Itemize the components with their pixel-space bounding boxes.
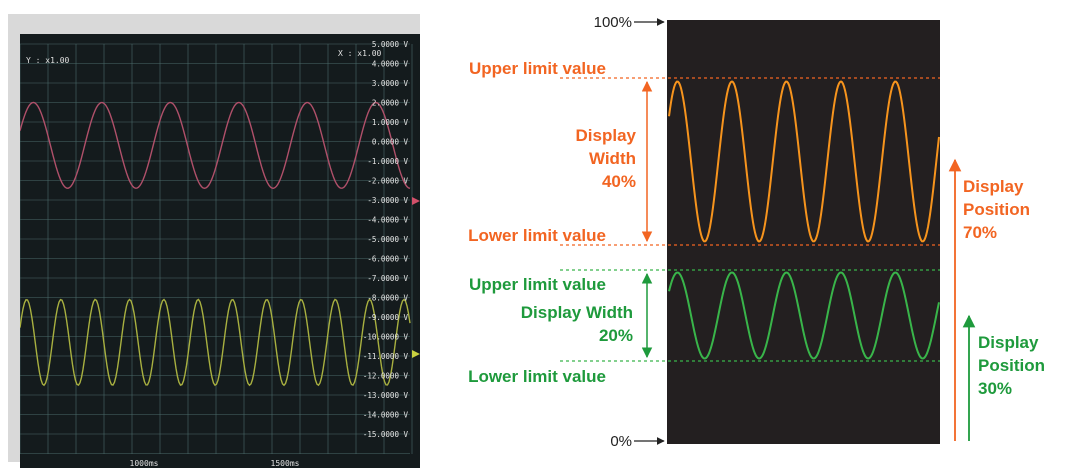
voltage-tick-label: -8.0000 V <box>367 294 408 303</box>
orange-upper-limit-label: Upper limit value <box>469 59 606 78</box>
voltage-tick-label: -14.0000 V <box>363 411 409 420</box>
green-lower-limit-label: Lower limit value <box>468 367 606 386</box>
voltage-tick-label: 3.0000 V <box>372 79 409 88</box>
voltage-tick-label: -5.0000 V <box>367 235 408 244</box>
green-width-label-line1: Display Width <box>521 303 633 322</box>
voltage-tick-label: -2.0000 V <box>367 177 408 186</box>
voltage-tick-label: 0.0000 V <box>372 138 409 147</box>
voltage-tick-label: -3.0000 V <box>367 196 408 205</box>
oscilloscope-display: 5.0000 V 4.0000 V 3.0000 V 2.0000 V 1.0000 V… <box>20 34 420 468</box>
display-area <box>667 20 940 444</box>
voltage-tick-label: 4.0000 V <box>372 60 409 69</box>
oscilloscope-screenshot: 5.0000 V 4.0000 V 3.0000 V 2.0000 V 1.0000 V… <box>8 14 420 468</box>
voltage-axis-labels: 5.0000 V 4.0000 V 3.0000 V 2.0000 V 1.0000 V… <box>363 40 409 439</box>
orange-position-label-value: 70% <box>963 223 997 242</box>
orange-lower-limit-label: Lower limit value <box>468 226 606 245</box>
time-label-1000ms: 1000ms <box>130 459 159 468</box>
channel-1-marker-icon <box>412 197 420 205</box>
green-position-label-line1: Display <box>978 333 1039 352</box>
voltage-tick-label: -15.0000 V <box>363 430 409 439</box>
voltage-tick-label: 5.0000 V <box>372 40 409 49</box>
top-percent-label: 100% <box>594 14 632 31</box>
voltage-tick-label: -1.0000 V <box>367 157 408 166</box>
orange-waveform <box>668 80 940 243</box>
orange-width-label-line1: Display <box>576 126 637 145</box>
y-scale-label: Y : x1.00 <box>26 56 70 65</box>
orange-width-label-value: 40% <box>602 172 636 191</box>
time-label-1500ms: 1500ms <box>271 459 300 468</box>
orange-width-label-line2: Width <box>589 149 636 168</box>
channel-2-marker-icon <box>412 350 420 358</box>
voltage-tick-label: -12.0000 V <box>363 372 409 381</box>
x-scale-label: X : x1.00 <box>338 49 382 58</box>
channel-2-waveform <box>20 298 411 387</box>
green-waveform <box>668 271 940 360</box>
voltage-tick-label: -11.0000 V <box>363 352 409 361</box>
bottom-percent-label: 0% <box>610 433 632 450</box>
scope-background <box>20 34 420 468</box>
orange-position-label-line1: Display <box>963 177 1024 196</box>
voltage-tick-label: -9.0000 V <box>367 313 408 322</box>
voltage-tick-label: -4.0000 V <box>367 216 408 225</box>
channel-1-waveform <box>20 101 411 190</box>
voltage-tick-label: -10.0000 V <box>363 333 409 342</box>
green-width-label-value: 20% <box>599 326 633 345</box>
voltage-tick-label: -13.0000 V <box>363 391 409 400</box>
voltage-tick-label: -7.0000 V <box>367 274 408 283</box>
voltage-tick-label: 1.0000 V <box>372 118 409 127</box>
green-position-label-value: 30% <box>978 379 1012 398</box>
green-upper-limit-label: Upper limit value <box>469 275 606 294</box>
voltage-tick-label: 2.0000 V <box>372 99 409 108</box>
orange-position-label-line2: Position <box>963 200 1030 219</box>
green-position-label-line2: Position <box>978 356 1045 375</box>
voltage-tick-label: -6.0000 V <box>367 255 408 264</box>
